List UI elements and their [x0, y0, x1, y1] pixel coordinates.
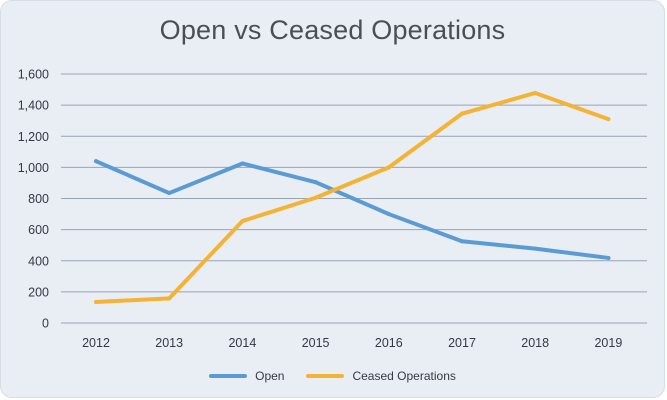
data-point-open[interactable]	[533, 246, 538, 251]
series-line-open[interactable]	[94, 159, 611, 260]
data-point-ceased-operations[interactable]	[167, 296, 172, 301]
y-axis-ticks: 0 200 400 600 800 1,000 1,200 1,400 1,600	[18, 68, 49, 331]
data-point-ceased-operations[interactable]	[460, 111, 464, 116]
y-tick-label: 600	[28, 223, 49, 237]
series-line-ceased-operations[interactable]	[94, 90, 611, 304]
y-tick-label: 1,600	[18, 68, 49, 82]
legend-swatch-open	[209, 374, 248, 378]
data-point-open[interactable]	[386, 212, 391, 217]
data-point-ceased-operations[interactable]	[94, 299, 98, 304]
y-tick-label: 400	[28, 254, 49, 268]
gridlines	[61, 73, 647, 324]
data-point-open[interactable]	[606, 255, 611, 260]
y-tick-label: 1,200	[18, 130, 49, 144]
x-tick-label: 2012	[82, 336, 110, 350]
data-point-ceased-operations[interactable]	[313, 195, 318, 200]
legend-item-open[interactable]: Open	[209, 369, 284, 383]
y-tick-label: 1,400	[18, 99, 49, 113]
data-point-ceased-operations[interactable]	[533, 90, 538, 95]
x-tick-label: 2017	[448, 336, 476, 350]
data-point-open[interactable]	[94, 159, 98, 164]
x-axis-ticks: 2012 2013 2014 2015 2016 2017 2018 2019	[82, 336, 622, 350]
x-tick-label: 2019	[594, 336, 622, 350]
data-point-open[interactable]	[313, 180, 318, 185]
legend-swatch-ceased-operations	[306, 374, 345, 378]
x-tick-label: 2018	[521, 336, 549, 350]
legend-label-open: Open	[255, 369, 285, 383]
data-point-open[interactable]	[240, 161, 245, 166]
y-tick-label: 200	[28, 285, 49, 299]
y-tick-label: 1,000	[18, 161, 49, 175]
legend: Open Ceased Operations	[1, 369, 664, 383]
data-point-ceased-operations[interactable]	[386, 165, 391, 170]
series-lines	[94, 90, 611, 304]
data-point-ceased-operations[interactable]	[240, 219, 245, 224]
x-tick-label: 2013	[155, 336, 183, 350]
data-point-open[interactable]	[460, 239, 464, 244]
legend-label-ceased-operations: Ceased Operations	[352, 369, 456, 383]
data-point-ceased-operations[interactable]	[606, 117, 611, 122]
data-point-open[interactable]	[167, 191, 172, 196]
x-tick-label: 2015	[302, 336, 330, 350]
y-tick-label: 0	[42, 317, 49, 331]
x-tick-label: 2016	[375, 336, 403, 350]
chart-title: Open vs Ceased Operations	[159, 15, 506, 45]
x-tick-label: 2014	[228, 336, 256, 350]
y-tick-label: 800	[28, 192, 49, 206]
legend-item-ceased-operations[interactable]: Ceased Operations	[306, 369, 456, 383]
